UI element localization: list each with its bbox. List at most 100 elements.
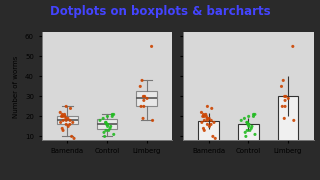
Point bbox=[281, 79, 286, 82]
Point bbox=[205, 105, 210, 108]
Point bbox=[64, 119, 69, 122]
Point bbox=[246, 123, 252, 126]
Point bbox=[208, 123, 213, 126]
Point bbox=[104, 123, 109, 126]
Point bbox=[103, 129, 108, 132]
Point bbox=[239, 119, 244, 122]
Point bbox=[63, 117, 68, 120]
Point bbox=[252, 133, 258, 136]
Point bbox=[60, 129, 66, 132]
Point bbox=[105, 115, 110, 118]
Point bbox=[60, 113, 65, 116]
Point bbox=[283, 105, 288, 108]
Point bbox=[247, 129, 252, 132]
Point bbox=[102, 135, 107, 138]
Point bbox=[246, 125, 252, 128]
Point bbox=[245, 123, 251, 126]
Point bbox=[111, 133, 116, 136]
Point bbox=[199, 111, 204, 114]
Point bbox=[62, 113, 67, 116]
Point bbox=[150, 119, 155, 122]
Point bbox=[244, 129, 250, 132]
Point bbox=[141, 99, 147, 102]
Point bbox=[139, 105, 144, 108]
Point bbox=[251, 115, 256, 118]
Point bbox=[142, 95, 147, 98]
Point bbox=[106, 129, 111, 132]
Point bbox=[60, 119, 66, 122]
Point bbox=[69, 135, 74, 138]
Point bbox=[65, 117, 70, 120]
Point bbox=[101, 131, 107, 134]
Point bbox=[252, 113, 258, 116]
Point bbox=[141, 95, 146, 98]
Text: Dotplots on boxplots & barcharts: Dotplots on boxplots & barcharts bbox=[50, 5, 270, 18]
Point bbox=[213, 137, 218, 140]
PathPatch shape bbox=[136, 91, 157, 106]
PathPatch shape bbox=[97, 119, 117, 129]
Point bbox=[290, 45, 295, 48]
Point bbox=[204, 117, 210, 120]
Point bbox=[199, 121, 204, 124]
Point bbox=[205, 123, 210, 126]
Point bbox=[207, 125, 212, 128]
Point bbox=[110, 113, 115, 116]
Y-axis label: Number of worms: Number of worms bbox=[13, 55, 20, 118]
Point bbox=[100, 117, 106, 120]
Point bbox=[70, 121, 75, 124]
Point bbox=[202, 115, 207, 118]
Point bbox=[201, 113, 206, 116]
Point bbox=[64, 105, 69, 108]
Point bbox=[246, 123, 251, 126]
Point bbox=[138, 85, 143, 88]
Point bbox=[249, 127, 254, 130]
Point bbox=[66, 125, 71, 128]
Point bbox=[212, 121, 217, 124]
Point bbox=[67, 123, 72, 126]
Point bbox=[141, 105, 146, 108]
Point bbox=[71, 137, 76, 140]
Point bbox=[251, 113, 256, 116]
Point bbox=[201, 127, 206, 130]
Point bbox=[204, 115, 209, 118]
Point bbox=[140, 79, 145, 82]
Point bbox=[108, 125, 113, 128]
Point bbox=[105, 123, 110, 126]
Point bbox=[243, 131, 248, 134]
Point bbox=[105, 123, 110, 126]
Point bbox=[242, 117, 247, 120]
Point bbox=[286, 97, 291, 100]
Bar bbox=[238, 124, 259, 156]
PathPatch shape bbox=[57, 116, 78, 124]
Point bbox=[210, 135, 215, 138]
Point bbox=[249, 125, 254, 128]
Bar bbox=[198, 121, 219, 156]
Point bbox=[291, 119, 296, 122]
Point bbox=[110, 115, 115, 118]
Point bbox=[64, 123, 69, 126]
Point bbox=[59, 115, 64, 118]
Point bbox=[202, 129, 207, 132]
Point bbox=[98, 119, 103, 122]
Bar bbox=[277, 96, 298, 156]
Point bbox=[205, 119, 210, 122]
Point bbox=[103, 121, 108, 124]
Point bbox=[111, 113, 116, 116]
Point bbox=[103, 121, 108, 124]
Point bbox=[149, 45, 154, 48]
Point bbox=[244, 121, 249, 124]
Point bbox=[209, 107, 214, 110]
Point bbox=[243, 135, 248, 138]
Point bbox=[246, 115, 251, 118]
Point bbox=[144, 97, 149, 100]
Point bbox=[68, 119, 73, 122]
Point bbox=[245, 121, 250, 124]
Point bbox=[60, 127, 65, 130]
Point bbox=[282, 95, 287, 98]
Point bbox=[203, 113, 208, 116]
Point bbox=[279, 85, 284, 88]
Point bbox=[68, 107, 73, 110]
Point bbox=[209, 119, 214, 122]
Point bbox=[200, 115, 205, 118]
Point bbox=[58, 111, 63, 114]
